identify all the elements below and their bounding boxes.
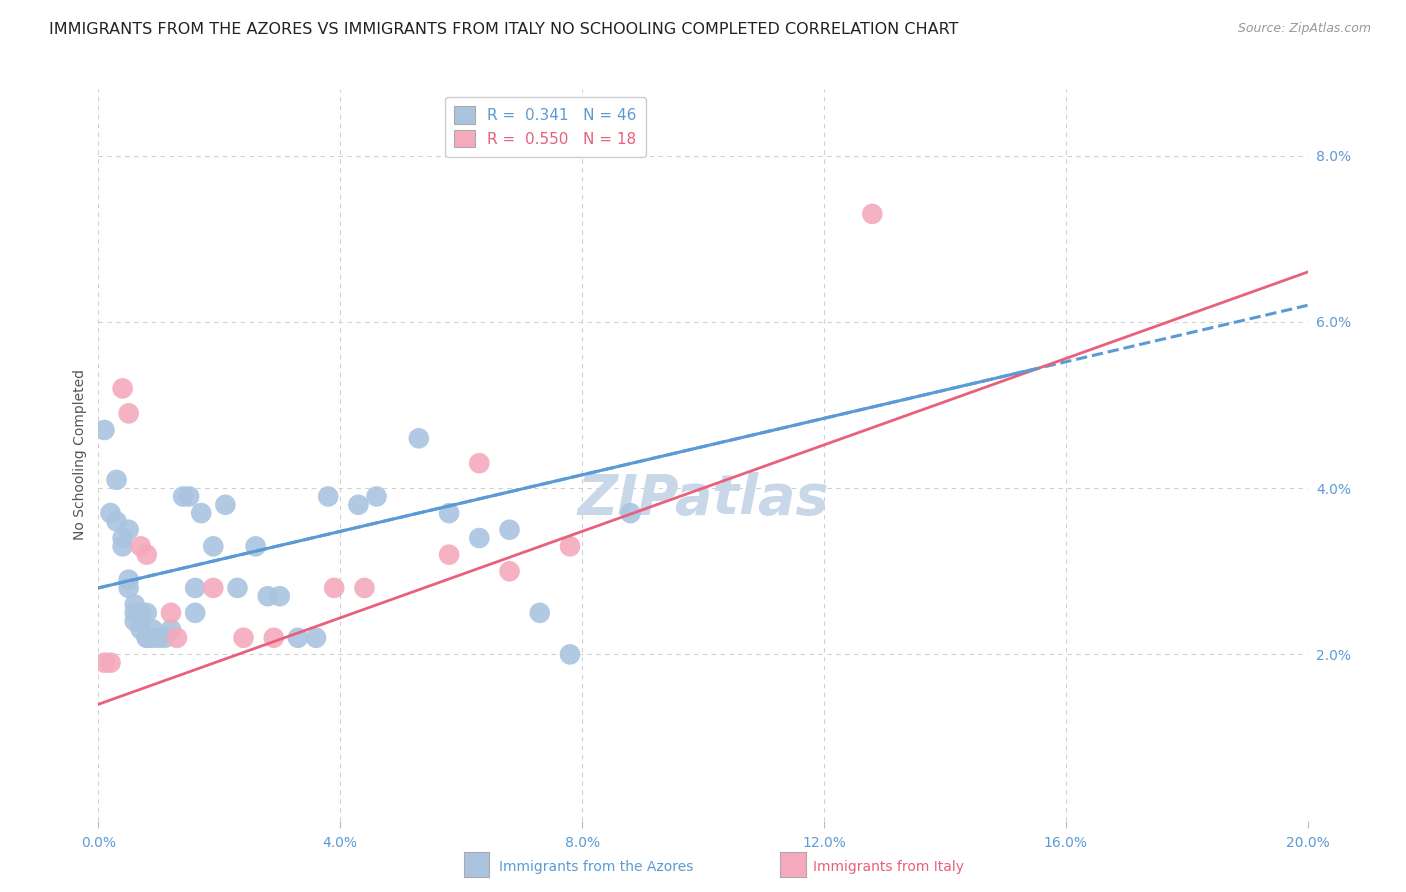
Point (498, 564, 520, 578)
Point (135, 606, 157, 620)
Point (263, 631, 285, 645)
Point (135, 631, 157, 645)
Point (124, 606, 146, 620)
Point (111, 381, 134, 395)
Point (202, 539, 225, 553)
Point (558, 539, 581, 553)
Point (245, 539, 267, 553)
Point (437, 506, 460, 520)
Point (148, 631, 170, 645)
Point (619, 506, 641, 520)
Point (190, 506, 212, 520)
Point (105, 515, 128, 529)
Point (316, 490, 339, 504)
Point (100, 656, 122, 670)
Point (468, 531, 491, 545)
Point (124, 598, 146, 612)
Point (347, 498, 370, 512)
Point (153, 631, 176, 645)
Point (287, 631, 309, 645)
Point (111, 531, 134, 545)
Point (142, 631, 165, 645)
Point (166, 631, 188, 645)
Point (408, 431, 430, 445)
Point (135, 548, 157, 562)
Text: Immigrants from the Azores: Immigrants from the Azores (499, 860, 693, 874)
Point (129, 606, 152, 620)
Point (135, 631, 157, 645)
Point (366, 490, 388, 504)
Legend: R =  0.341   N = 46, R =  0.550   N = 18: R = 0.341 N = 46, R = 0.550 N = 18 (444, 97, 645, 157)
Point (558, 648, 581, 662)
Point (118, 523, 141, 537)
Point (202, 581, 225, 595)
Point (323, 581, 346, 595)
Point (184, 606, 207, 620)
Point (860, 207, 883, 221)
Point (179, 490, 201, 504)
Point (214, 498, 236, 512)
Point (232, 631, 254, 645)
Point (437, 548, 460, 562)
Point (269, 589, 291, 603)
Text: Immigrants from Italy: Immigrants from Italy (813, 860, 963, 874)
Point (100, 506, 122, 520)
Point (93, 423, 115, 437)
Point (111, 539, 134, 553)
Point (129, 623, 152, 637)
Point (129, 539, 152, 553)
Point (529, 606, 551, 620)
Point (226, 581, 249, 595)
Text: IMMIGRANTS FROM THE AZORES VS IMMIGRANTS FROM ITALY NO SCHOOLING COMPLETED CORRE: IMMIGRANTS FROM THE AZORES VS IMMIGRANTS… (49, 22, 959, 37)
Point (160, 623, 183, 637)
Point (124, 614, 146, 628)
Point (353, 581, 375, 595)
Point (305, 631, 328, 645)
Point (118, 406, 141, 420)
Point (118, 573, 141, 587)
Point (118, 581, 141, 595)
Point (160, 606, 183, 620)
Point (172, 490, 194, 504)
Text: Source: ZipAtlas.com: Source: ZipAtlas.com (1237, 22, 1371, 36)
Point (468, 456, 491, 470)
Point (498, 523, 520, 537)
Point (93, 656, 115, 670)
Point (142, 623, 165, 637)
Text: ZIPatlas: ZIPatlas (578, 472, 828, 525)
Point (129, 614, 152, 628)
Point (256, 589, 278, 603)
Point (184, 581, 207, 595)
Point (105, 473, 128, 487)
Y-axis label: No Schooling Completed: No Schooling Completed (73, 369, 87, 541)
